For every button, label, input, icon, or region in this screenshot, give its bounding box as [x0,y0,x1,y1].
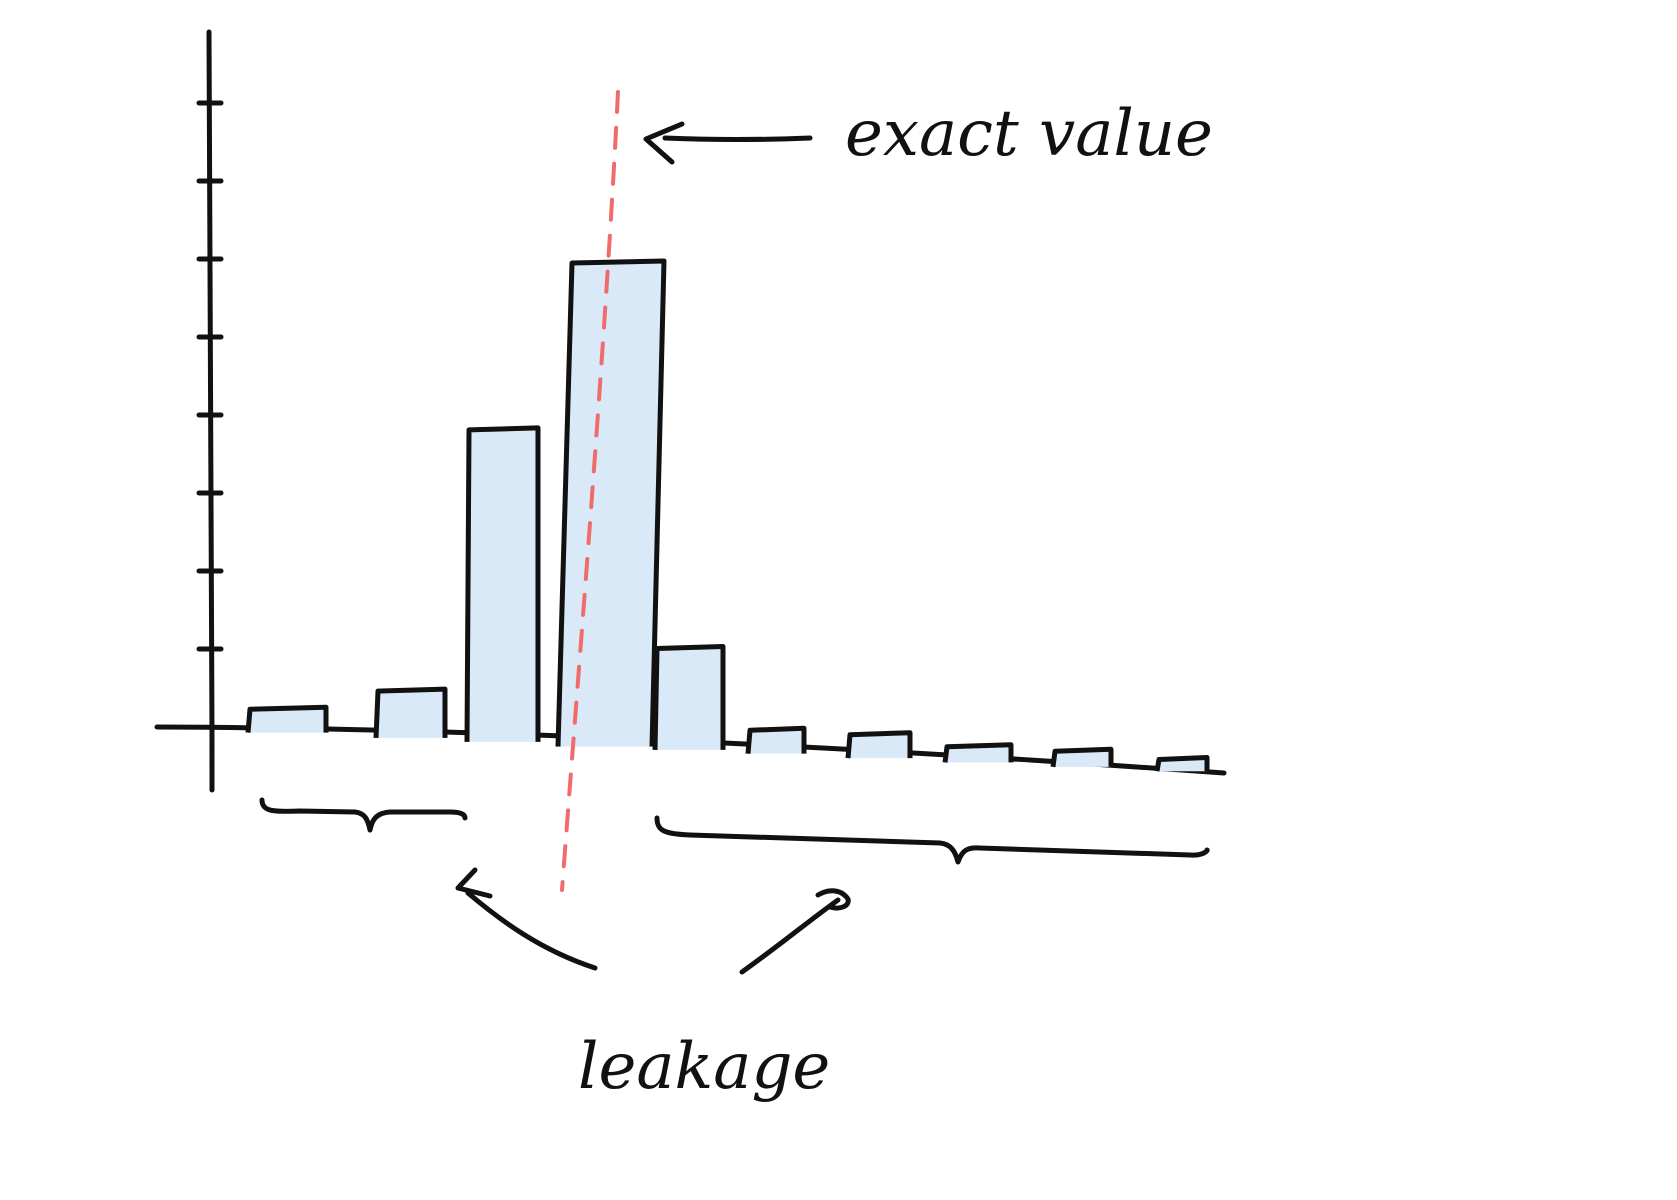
bar-exact-value [555,258,667,747]
bar-6 [745,725,807,754]
bar-7 [845,730,913,759]
y-axis-ticks [196,100,224,652]
bar-2 [373,686,448,739]
bars-group [245,258,1210,772]
y-axis [206,29,215,793]
exact-value-arrow [662,135,813,142]
bar-9 [1050,746,1114,768]
bar-8 [942,742,1014,763]
exact-value-label: exact value [845,97,1213,171]
left-leakage-arrow [465,890,598,971]
bar-1 [245,704,329,733]
bar-3 [464,425,541,742]
bar-5 [652,644,726,750]
left-leakage-arrowhead-icon [455,867,493,899]
exact-value-line [560,90,620,892]
right-leakage-brace [654,815,1210,865]
right-leakage-arrow [739,897,841,975]
bar-10 [1154,754,1210,772]
exact-value-arrowhead-icon [643,121,685,165]
leakage-label: leakage [578,1030,830,1104]
left-leakage-brace [259,797,468,833]
right-leakage-arrowhead-icon [815,888,851,911]
